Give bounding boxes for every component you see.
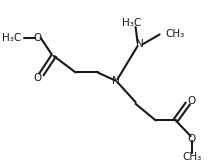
Text: N: N [136,39,143,49]
Text: O: O [187,96,196,106]
Text: H₃C: H₃C [122,18,141,28]
Text: CH₃: CH₃ [182,152,201,162]
Text: N: N [112,76,120,86]
Text: O: O [187,134,196,143]
Text: O: O [33,33,42,43]
Text: H₃C: H₃C [2,33,22,43]
Text: CH₃: CH₃ [166,29,185,39]
Text: O: O [33,73,42,83]
